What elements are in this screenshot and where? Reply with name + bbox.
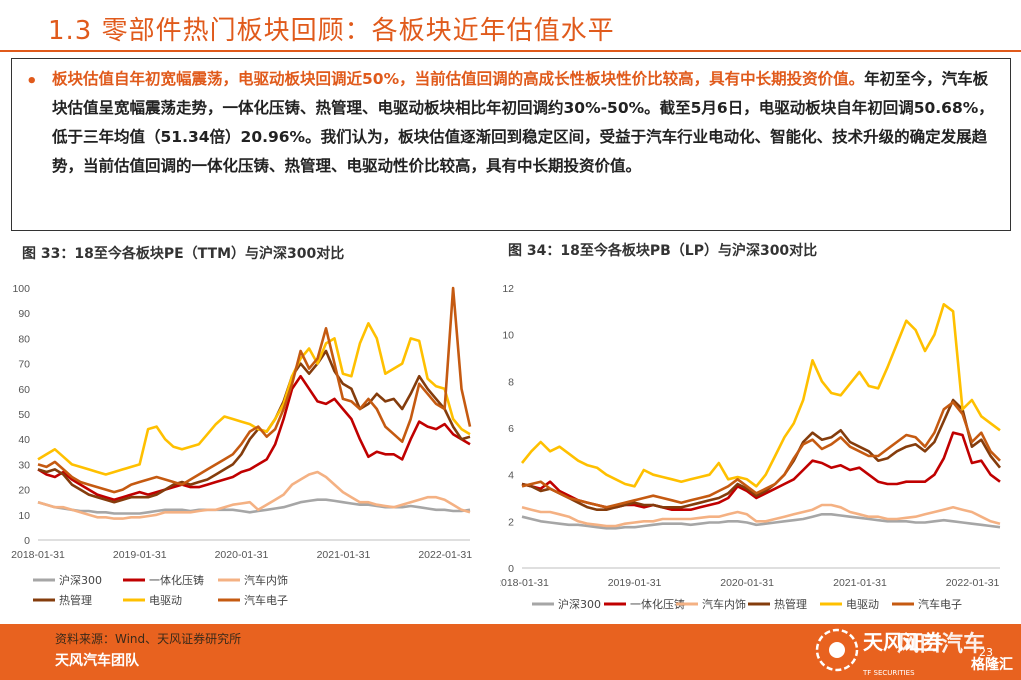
source-note: 资料来源：Wind、天风证券研究所 [55,632,242,646]
y-tick-label: 30 [18,459,30,471]
x-tick-label: 2018-01-31 [500,577,549,589]
brand-name: 天风证券 [863,630,943,654]
legend-label: 汽车电子 [918,597,962,611]
bullet-marker: • [26,71,38,92]
y-tick-label: 10 [502,330,514,342]
y-tick-label: 6 [508,423,514,435]
y-tick-label: 20 [18,485,30,497]
x-tick-label: 2022-01-31 [946,577,1000,589]
pb-chart: 0 2 4 6 8 10 12 2018-01-31 2019-01-31 2020-01-31 2… [500,283,1002,611]
y-tick-label: 8 [508,376,514,388]
watermark-fengkou: 风口汽车 [896,632,985,657]
y-tick-label: 60 [18,384,30,396]
legend-label: 一体化压铸 [149,573,204,587]
legend-label: 电驱动 [846,598,879,611]
y-tick-label: 90 [18,308,30,320]
y-tick-label: 70 [18,359,30,371]
footer-bar: 资料来源：Wind、天风证券研究所 天风汽车团队 天风证券 TF SECURIT… [0,624,1021,680]
legend-label: 热管理 [59,593,92,607]
brand-logo-icon [815,628,859,672]
watermark-gelonghui: 格隆汇 [971,657,1013,673]
legend-label: 汽车内饰 [702,597,746,611]
figure-34-caption: 图 34：18至今各板块PB（LP）与沪深300对比 [508,243,818,259]
x-tick-label: 2019-01-31 [113,549,167,561]
y-tick-label: 10 [18,510,30,522]
title-divider [0,50,1021,52]
x-tick-label: 2018-01-31 [11,549,65,561]
series-line-1 [521,431,1001,511]
series-line-0 [521,513,1001,530]
legend-label: 热管理 [774,597,807,611]
x-tick-label: 2020-01-31 [720,577,774,589]
y-tick-label: 0 [508,563,514,575]
series-line-2 [37,470,471,520]
series-line-5 [37,286,472,494]
legend-label: 一体化压铸 [630,597,685,611]
y-tick-label: 50 [18,409,30,421]
series-line-4 [37,321,471,476]
series-line-5 [521,401,1001,509]
y-tick-label: 80 [18,333,30,345]
legend-label: 汽车电子 [244,593,288,607]
x-tick-label: 2021-01-31 [833,577,887,589]
x-tick-label: 2020-01-31 [215,549,269,561]
page-number: 23 [979,646,993,659]
series-line-3 [521,398,1002,511]
pe-chart: 0 10 20 30 40 50 60 70 80 90 100 2018-01-31 2019-01-… [11,283,472,607]
series-line-1 [37,374,471,501]
y-tick-label: 0 [24,535,30,547]
y-tick-label: 2 [508,516,514,528]
summary-highlight: 板块估值自年初宽幅震荡，电驱动板块回调近50%，当前估值回调的高成长性板块性价比… [52,70,865,88]
brand-english: TF SECURITIES [863,669,915,677]
x-tick-label: 2022-01-31 [418,549,472,561]
legend-label: 电驱动 [149,594,182,607]
y-tick-label: 12 [502,283,514,295]
brand-block: 天风证券 TF SECURITIES [815,624,1005,680]
x-tick-label: 2019-01-31 [608,577,662,589]
series-line-3 [37,349,471,504]
legend-label: 沪深300 [558,597,601,611]
figure-33-caption: 图 33：18至今各板块PE（TTM）与沪深300对比 [22,246,345,262]
series-line-4 [520,302,1001,488]
x-tick-label: 2021-01-31 [317,549,371,561]
legend-label: 沪深300 [59,573,102,587]
summary-box: • 板块估值自年初宽幅震荡，电驱动板块回调近50%，当前估值回调的高成长性板块性… [11,58,1011,231]
legend-label: 汽车内饰 [244,573,288,587]
y-tick-label: 40 [18,434,30,446]
y-tick-label: 100 [12,283,30,295]
y-tick-label: 4 [508,470,514,482]
team-name: 天风汽车团队 [55,653,139,669]
series-line-2 [521,503,1001,528]
page-title: 1.3 零部件热门板块回顾：各板块近年估值水平 [48,16,615,46]
summary-body: 年初至今，汽车板块估值呈宽幅震荡走势，一体化压铸、热管理、电驱动板块相比年初回调… [52,70,994,175]
